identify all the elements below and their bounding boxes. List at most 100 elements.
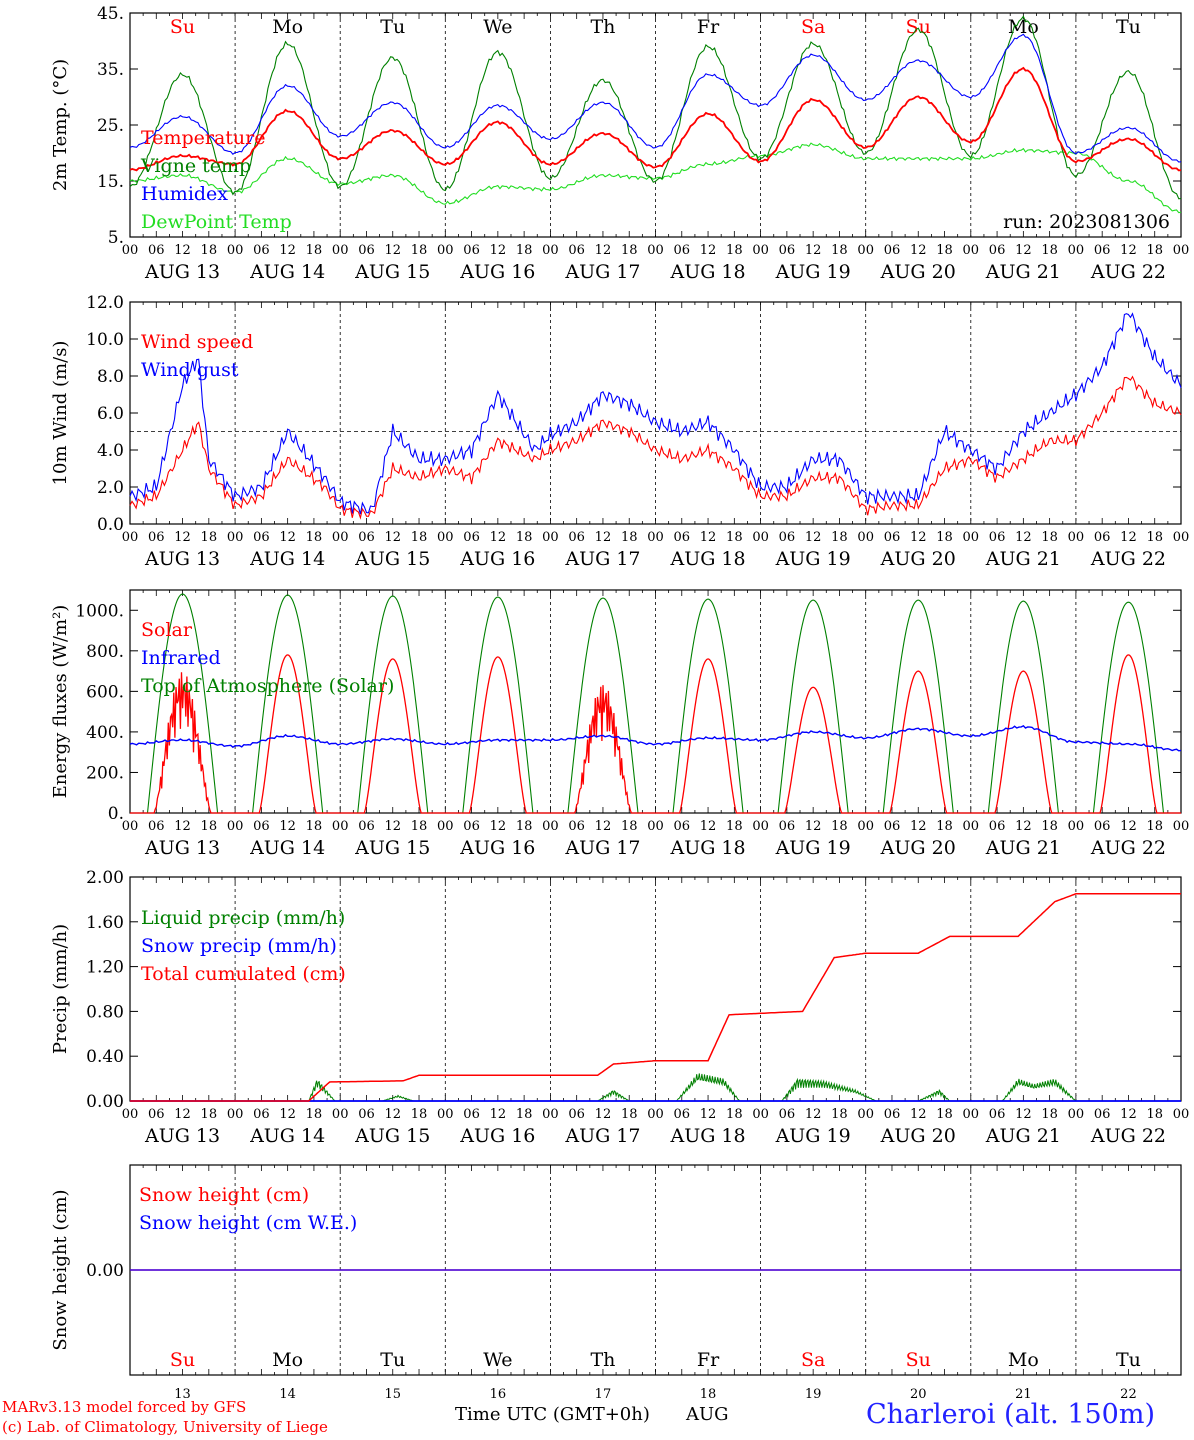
date-label: AUG 17 [564,1125,640,1147]
weekday-label: Sa [801,1349,825,1371]
y-tick-label: 6.0 [97,404,124,424]
legend-liquid: Liquid precip (mm/h) [141,907,345,929]
hour-tick-label: 18 [1146,819,1163,834]
y-tick-label: 400. [86,723,124,743]
hour-tick-label: 18 [621,243,638,258]
hour-tick-label: 00 [227,530,244,545]
hour-tick-label: 06 [253,1107,270,1122]
hour-tick-label: 06 [884,819,901,834]
hour-tick-label: 18 [1041,1107,1058,1122]
hour-tick-label: 06 [253,243,270,258]
hour-tick-label: 06 [779,819,796,834]
hour-tick-label: 18 [516,530,533,545]
hour-tick-label: 06 [463,819,480,834]
hour-tick-label: 06 [674,243,691,258]
hour-tick-label: 06 [253,819,270,834]
hour-tick-label: 18 [201,530,218,545]
hour-tick-label: 12 [595,243,612,258]
weekday-label: Tu [1116,16,1141,38]
y-axis-label: Energy fluxes (W/m²) [50,605,71,799]
hour-tick-label: 00 [227,1107,244,1122]
weekday-label: Th [590,16,615,38]
date-label: AUG 22 [1090,1125,1166,1147]
y-axis-label: 2m Temp. (°C) [50,59,71,191]
model-credit: MARv3.13 model forced by GFS [2,1398,247,1416]
weekday-label: We [483,1349,512,1371]
hour-tick-label: 12 [384,1107,401,1122]
series-humidex-line [129,33,1182,163]
y-tick-label: 4.0 [97,441,124,461]
y-axis-label: 10m Wind (m/s) [50,341,71,486]
y-axis-label: Precip (mm/h) [50,924,71,1054]
hour-tick-label: 12 [490,1107,507,1122]
hour-tick-label: 18 [831,819,848,834]
series-cumulated-line [130,893,1181,1102]
hour-tick-label: 06 [779,530,796,545]
day-number-label: 16 [490,1387,507,1402]
hour-tick-label: 18 [831,243,848,258]
hour-tick-label: 00 [647,530,664,545]
date-label: AUG 17 [564,261,640,283]
hour-tick-label: 18 [306,530,323,545]
weekday-label: Su [170,1349,195,1371]
hour-tick-label: 12 [805,530,822,545]
y-tick-label: 1.60 [86,913,124,933]
hour-tick-label: 06 [463,530,480,545]
hour-tick-label: 06 [253,530,270,545]
date-label: AUG 22 [1090,261,1166,283]
hour-tick-label: 18 [936,1107,953,1122]
x-axis-month: AUG [686,1404,729,1425]
hour-tick-label: 18 [411,1107,428,1122]
hour-tick-label: 00 [857,243,874,258]
hour-tick-label: 18 [516,1107,533,1122]
hour-tick-label: 00 [437,1107,454,1122]
hour-tick-label: 12 [1015,819,1032,834]
date-label: AUG 17 [564,548,640,570]
hour-tick-label: 12 [279,530,296,545]
y-tick-label: 12.0 [86,293,124,313]
hour-tick-label: 06 [148,243,165,258]
hour-tick-label: 18 [1041,819,1058,834]
hour-tick-label: 12 [595,819,612,834]
weekday-label: Tu [380,16,405,38]
weekday-label: Mo [1008,16,1039,38]
hour-tick-label: 06 [674,819,691,834]
hour-tick-label: 12 [279,819,296,834]
hour-tick-label: 18 [306,1107,323,1122]
y-tick-label: 1000. [75,601,124,621]
hour-tick-label: 06 [358,530,375,545]
weekday-label: Su [906,16,931,38]
y-tick-label: 1.20 [86,958,124,978]
hour-tick-label: 18 [201,1107,218,1122]
hour-tick-label: 12 [384,819,401,834]
y-tick-label: 0.00 [86,1261,124,1281]
date-label: AUG 21 [985,261,1061,283]
weekday-label: We [483,16,512,38]
hour-tick-label: 12 [490,530,507,545]
weekday-label: Fr [697,16,720,38]
day-number-label: 22 [1120,1387,1137,1402]
hour-tick-label: 12 [910,530,927,545]
hour-tick-label: 18 [726,530,743,545]
hour-tick-label: 00 [857,1107,874,1122]
hour-tick-label: 12 [279,243,296,258]
hour-tick-label: 00 [963,530,980,545]
y-tick-label: 8.0 [97,367,124,387]
hour-tick-label: 06 [1094,819,1111,834]
date-label: AUG 14 [249,548,325,570]
hour-tick-label: 12 [805,1107,822,1122]
hour-tick-label: 00 [1173,819,1190,834]
hour-tick-label: 00 [857,530,874,545]
date-label: AUG 13 [144,261,220,283]
hour-tick-label: 06 [148,530,165,545]
hour-tick-label: 06 [148,1107,165,1122]
x-axis-label: Time UTC (GMT+0h) [455,1404,650,1425]
weekday-label: Mo [1008,1349,1039,1371]
hour-tick-label: 06 [884,243,901,258]
hour-tick-label: 12 [700,243,717,258]
y-tick-label: 200. [86,763,124,783]
hour-tick-label: 00 [122,1107,139,1122]
date-label: AUG 21 [985,837,1061,859]
y-tick-label: 10.0 [86,330,124,350]
hour-tick-label: 12 [700,1107,717,1122]
